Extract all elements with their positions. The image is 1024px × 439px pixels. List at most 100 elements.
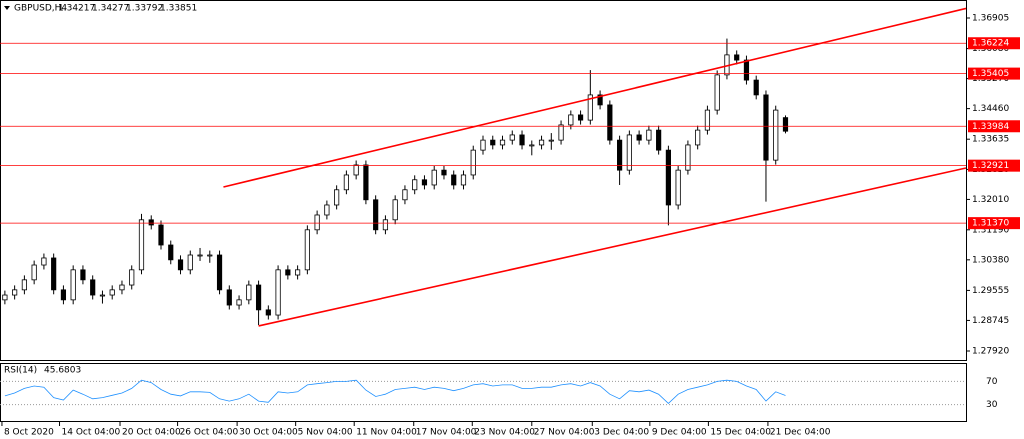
- x-tick-label: 11 Nov 04:00: [356, 428, 417, 438]
- candle-body: [548, 139, 554, 142]
- main-frame: [0, 0, 967, 361]
- candle-body: [129, 269, 135, 286]
- candle-body: [314, 214, 320, 231]
- candle-body: [402, 189, 408, 201]
- candle-body: [499, 139, 506, 146]
- candle-body: [773, 109, 779, 161]
- candle-body: [656, 129, 662, 151]
- x-tick-label: 30 Oct 04:00: [239, 428, 298, 438]
- candle-body: [353, 164, 359, 176]
- x-tick-label: 26 Oct 04:00: [180, 428, 239, 438]
- candle-body: [80, 269, 86, 281]
- candle-body: [207, 254, 213, 257]
- candle-body: [295, 269, 301, 276]
- candle-body: [597, 94, 603, 106]
- menu-arrow[interactable]: [4, 6, 10, 10]
- candle-body: [373, 199, 379, 231]
- candle-body: [587, 94, 593, 121]
- level-label: 1.36224: [972, 39, 1009, 49]
- candle-body: [99, 294, 106, 297]
- candle-body: [509, 134, 515, 141]
- rsi-tick-label: 30: [986, 400, 998, 410]
- header-close: 1.33851: [160, 4, 197, 14]
- x-tick-label: 5 Nov 04:00: [298, 428, 353, 438]
- candle-body: [782, 117, 789, 132]
- candle-body: [577, 114, 584, 121]
- channel-line: [223, 7, 967, 188]
- candle-body: [51, 257, 57, 291]
- candle-body: [343, 174, 349, 191]
- candle-body: [304, 229, 310, 271]
- level-label: 1.32921: [972, 161, 1009, 171]
- y-tick-label: 1.34460: [972, 104, 1009, 114]
- candle-body: [148, 219, 154, 226]
- candle-body: [158, 224, 164, 246]
- candle-body: [255, 284, 262, 311]
- candle-body: [90, 279, 96, 296]
- candle-body: [617, 139, 623, 171]
- candle-body: [285, 269, 291, 276]
- rsi-value: 45.6803: [44, 366, 81, 376]
- candle-body: [675, 169, 681, 206]
- candle-body: [421, 179, 428, 186]
- candle-body: [177, 259, 184, 271]
- candle-body: [568, 114, 574, 126]
- candle-body: [70, 269, 76, 301]
- header-low: 1.33792: [126, 4, 163, 14]
- y-tick-label: 1.30380: [972, 255, 1009, 265]
- candle-body: [763, 94, 769, 161]
- level-label: 1.31370: [972, 219, 1009, 229]
- header-open: 1.34217: [58, 4, 95, 14]
- y-tick-label: 1.33635: [972, 135, 1009, 145]
- rsi-tick-label: 70: [986, 377, 998, 387]
- x-tick-label: 8 Oct 2020: [4, 428, 54, 438]
- candle-body: [607, 104, 613, 141]
- candle-body: [753, 79, 759, 96]
- candle-body: [743, 59, 750, 81]
- x-tick-label: 23 Nov 04:00: [474, 428, 535, 438]
- candle-body: [704, 109, 711, 131]
- candle-body: [685, 144, 691, 171]
- candle-body: [226, 289, 232, 306]
- candle-body: [480, 139, 486, 151]
- candle-body: [246, 284, 252, 301]
- candle-body: [412, 179, 418, 191]
- candle-body: [197, 254, 203, 257]
- x-tick-label: 9 Dec 04:00: [652, 428, 707, 438]
- candle-body: [626, 134, 632, 171]
- channel-line: [258, 167, 967, 327]
- y-tick-label: 1.32010: [972, 195, 1009, 205]
- candle-body: [119, 284, 125, 291]
- candle-body: [12, 289, 18, 296]
- candle-body: [734, 54, 740, 61]
- y-tick-label: 1.27920: [972, 346, 1009, 356]
- rsi-name: RSI(14): [4, 366, 37, 376]
- candle-body: [460, 174, 467, 186]
- candle-body: [324, 204, 330, 216]
- level-label: 1.35405: [972, 69, 1009, 79]
- candle-body: [60, 289, 67, 301]
- candle-body: [470, 149, 476, 176]
- candle-body: [2, 294, 8, 301]
- candle-body: [21, 279, 27, 291]
- x-tick-label: 15 Dec 04:00: [710, 428, 771, 438]
- candle-body: [265, 309, 271, 316]
- y-tick-label: 1.36905: [972, 14, 1009, 24]
- level-box: [968, 120, 1020, 133]
- candle-body: [538, 139, 545, 146]
- y-tick-label: 1.28745: [972, 316, 1009, 326]
- x-tick-label: 17 Nov 04:00: [416, 428, 477, 438]
- rsi-frame: [0, 363, 967, 422]
- x-tick-label: 3 Dec 04:00: [594, 428, 649, 438]
- candle-body: [334, 189, 340, 206]
- candle-body: [431, 169, 437, 186]
- candle-body: [529, 144, 535, 147]
- candle-body: [31, 264, 37, 281]
- x-tick-label: 21 Dec 04:00: [770, 428, 831, 438]
- candle-body: [109, 289, 115, 296]
- candle-body: [216, 254, 223, 291]
- y-tick-label: 1.29555: [972, 286, 1009, 296]
- candle-body: [695, 129, 701, 146]
- header-high: 1.34277: [92, 4, 129, 14]
